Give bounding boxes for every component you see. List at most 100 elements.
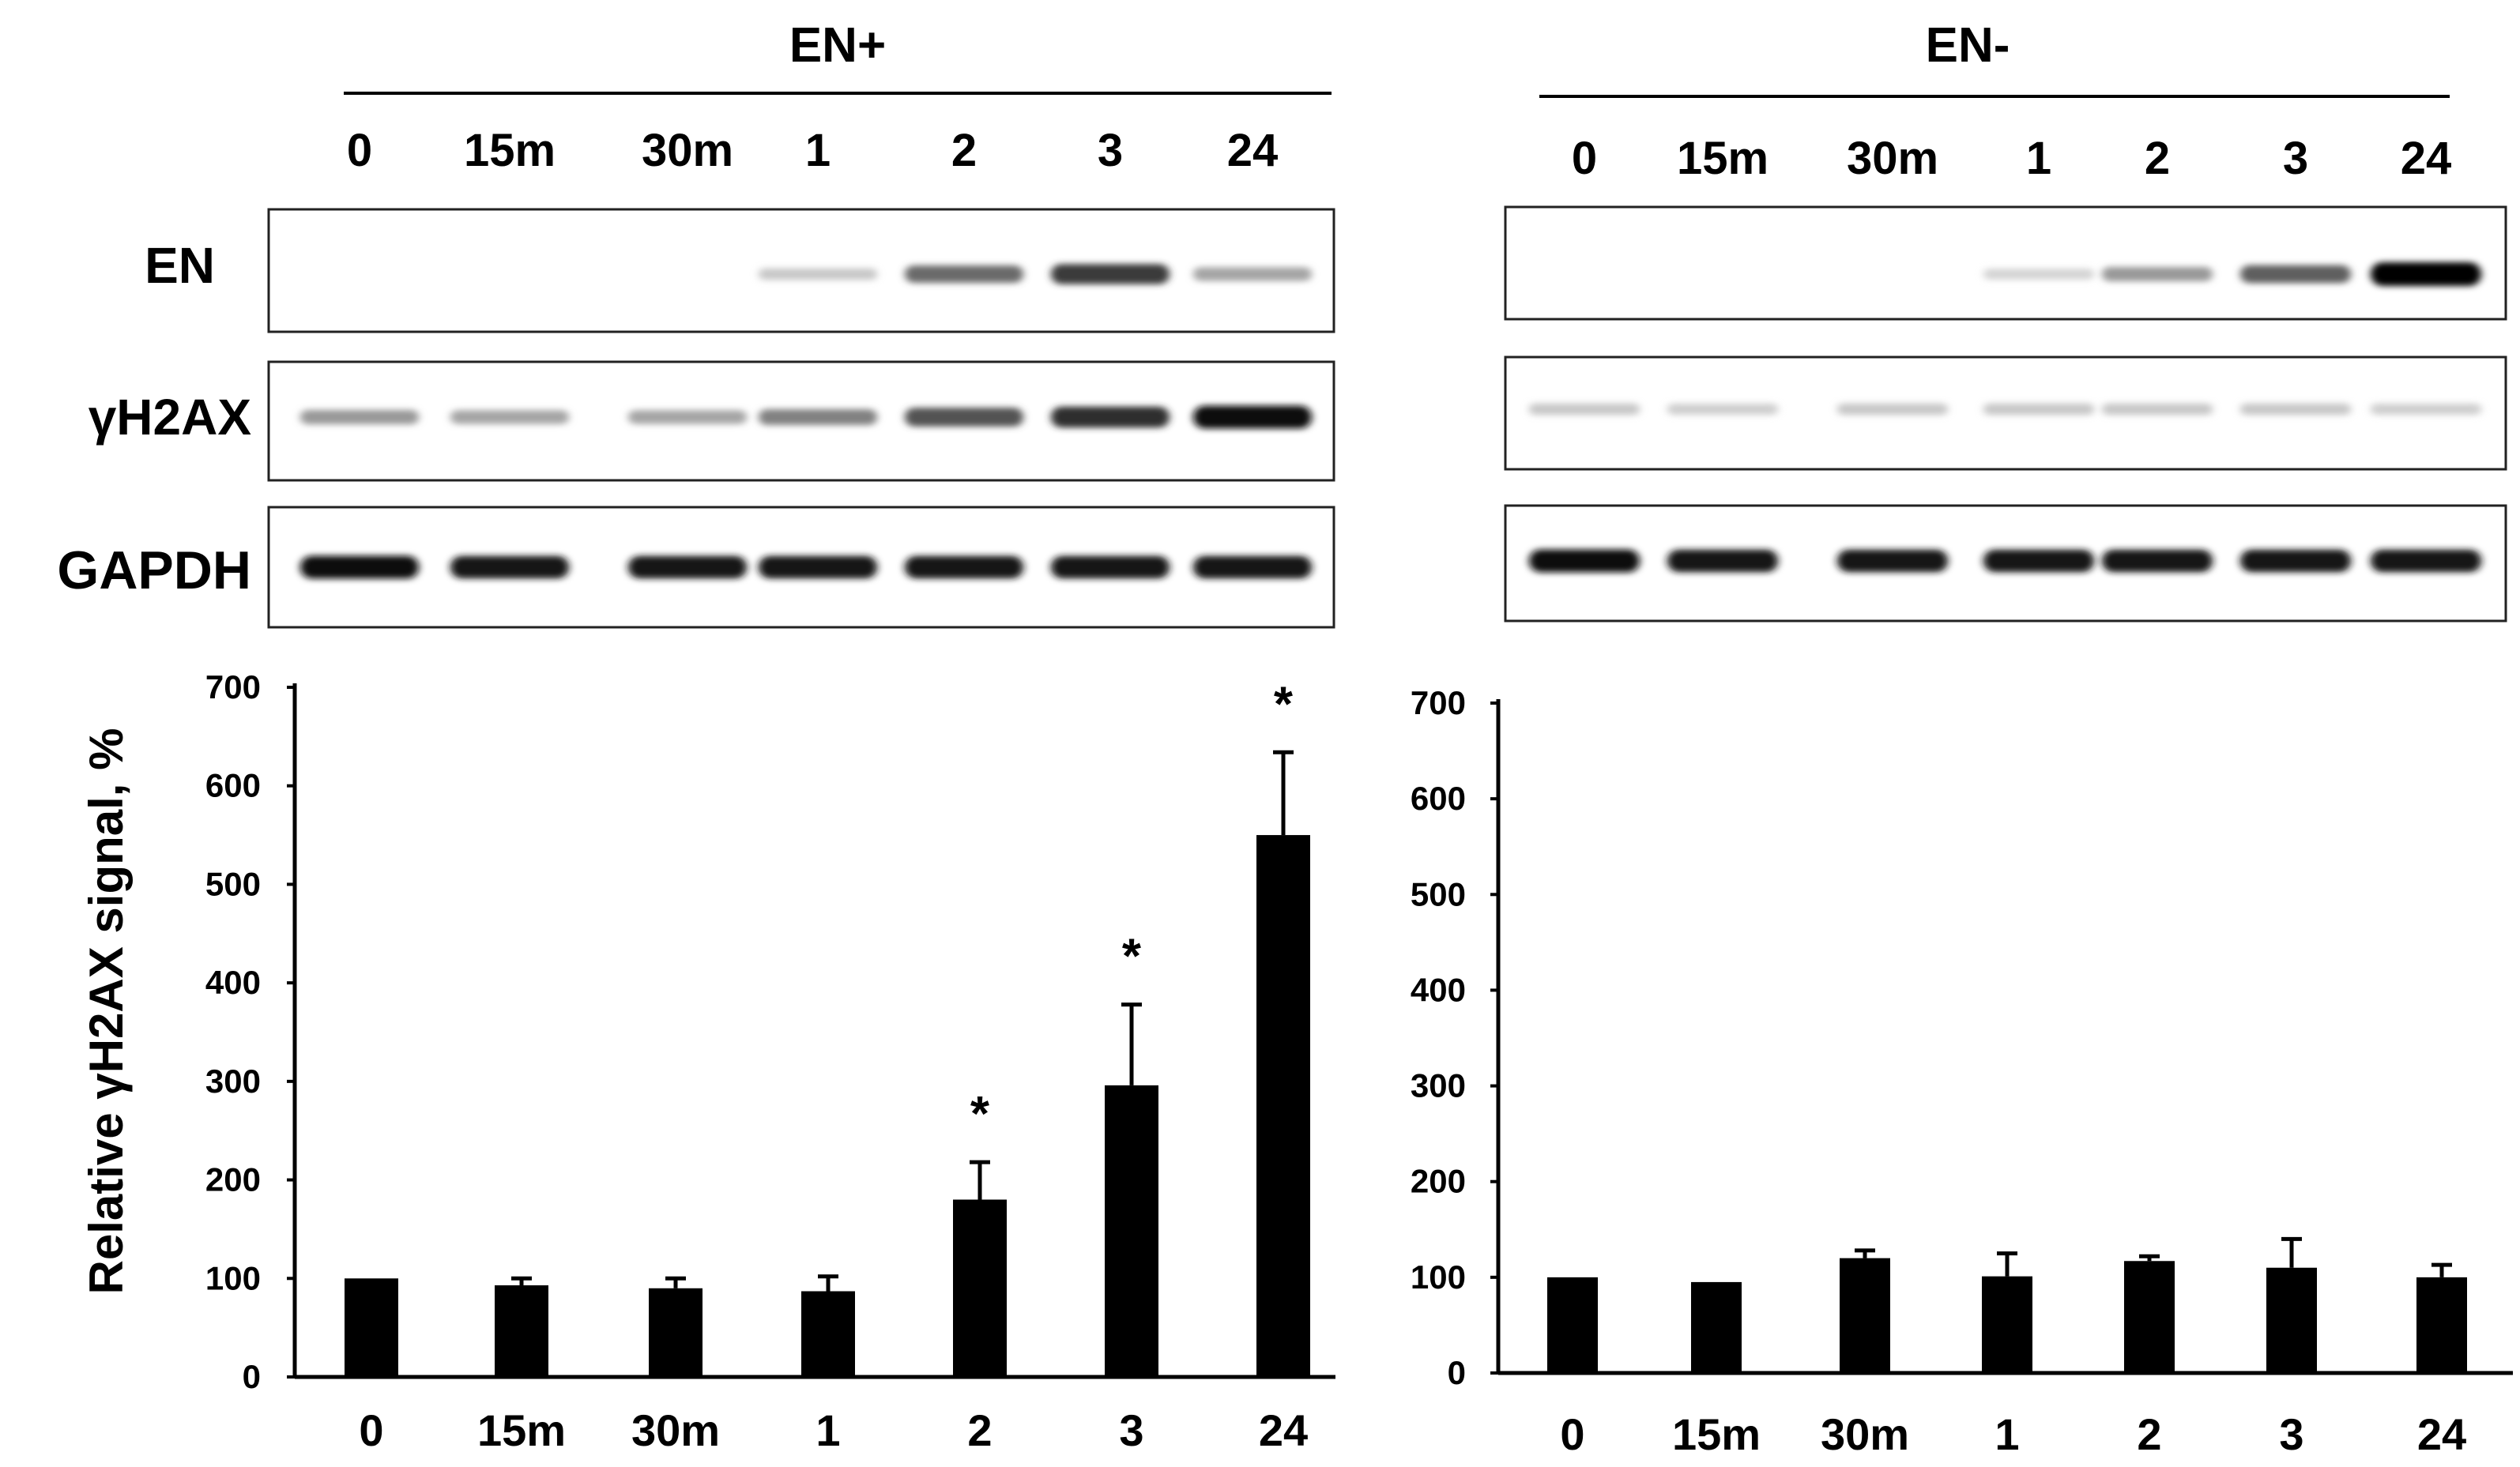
blot-strip-en	[1504, 205, 2507, 321]
y-tick-label: 100	[205, 1259, 261, 1296]
blot-band	[1983, 269, 2094, 280]
bar	[953, 1199, 1007, 1377]
lane-label: 3	[2283, 133, 2308, 184]
y-tick-label: 0	[243, 1358, 261, 1395]
blot-band	[628, 555, 747, 579]
blot-frame	[1504, 205, 2507, 321]
lane-label: 15m	[1677, 133, 1769, 184]
blot-band	[300, 409, 419, 425]
bar	[1691, 1281, 1742, 1373]
lane-label: 15m	[464, 125, 556, 176]
blot-band	[2371, 262, 2481, 286]
blot-band	[628, 410, 747, 424]
blot-band	[1529, 549, 1640, 573]
y-tick-label: 400	[205, 964, 261, 1001]
y-axis-title: Relative γH2AX signal, %	[80, 728, 133, 1295]
blot-band	[2102, 266, 2213, 282]
blot-band	[905, 555, 1023, 579]
blot-band	[2240, 549, 2351, 573]
lane-label: 1	[2026, 133, 2051, 184]
x-tick-label: 2	[2137, 1409, 2161, 1459]
bar	[2266, 1267, 2317, 1373]
x-tick-label: 0	[1560, 1409, 1584, 1459]
blot-label: γH2AX	[89, 389, 252, 446]
blot-band	[759, 555, 877, 579]
y-tick-label: 200	[205, 1161, 261, 1198]
y-tick-label: 200	[1411, 1163, 1466, 1200]
bar	[1982, 1276, 2032, 1373]
blot-band	[1667, 403, 1778, 416]
blot-band	[2371, 549, 2481, 573]
lane-label: 2	[951, 125, 977, 176]
x-tick-label: 1	[1995, 1409, 2019, 1459]
y-tick-label: 300	[1411, 1067, 1466, 1104]
y-tick-label: 500	[1411, 875, 1466, 912]
lane-label: 0	[347, 125, 372, 176]
bar	[1256, 835, 1310, 1377]
lane-label: 1	[805, 125, 831, 176]
x-tick-label: 3	[2279, 1409, 2303, 1459]
bar	[495, 1285, 548, 1377]
y-tick-label: 700	[1411, 684, 1466, 721]
y-tick-label: 600	[1411, 780, 1466, 817]
blot-panel-en-minus: EN- 0 15m 30m 1 2 3 24	[1504, 18, 2507, 623]
x-tick-label: 1	[816, 1405, 840, 1455]
blot-band	[2371, 403, 2481, 416]
blot-label: EN	[145, 237, 215, 294]
blot-strip-gh2ax	[1504, 355, 2507, 471]
blot-band	[1529, 403, 1640, 416]
blot-strip-gapdh	[1504, 504, 2507, 623]
blot-band	[759, 408, 877, 426]
lane-label: 0	[1572, 133, 1597, 184]
bar	[2124, 1261, 2175, 1373]
x-tick-label: 30m	[631, 1405, 720, 1455]
blot-band	[2102, 549, 2213, 573]
blot-band	[759, 268, 877, 280]
blot-band	[1983, 403, 2094, 416]
group-label: EN+	[789, 18, 886, 73]
blot-band	[1837, 549, 1948, 573]
bar	[1547, 1277, 1598, 1373]
bar	[1840, 1258, 1890, 1373]
blot-band	[905, 265, 1023, 283]
bar-chart-en-minus: 0 100 200 300 400 500 600 700 0 15m 30m 1 2 3 24	[1411, 684, 2513, 1459]
blot-label: GAPDH	[57, 540, 251, 600]
x-tick-label: 24	[2417, 1409, 2466, 1459]
significance-marker: *	[1122, 930, 1142, 984]
significance-marker: *	[1274, 677, 1294, 732]
x-tick-label: 24	[1259, 1405, 1308, 1455]
blot-band	[1051, 555, 1170, 579]
blot-band	[1837, 403, 1948, 416]
y-tick-label: 400	[1411, 971, 1466, 1008]
x-tick-label: 0	[359, 1405, 383, 1455]
blot-band	[1051, 406, 1170, 428]
y-tick-label: 0	[1448, 1354, 1466, 1391]
blot-band	[450, 555, 569, 579]
bar	[2416, 1277, 2467, 1373]
y-tick-label: 100	[1411, 1258, 1466, 1296]
y-tick-label: 700	[205, 668, 261, 705]
lane-label: 30m	[642, 125, 733, 176]
blot-strip-en: EN	[145, 208, 1335, 333]
bar	[801, 1291, 855, 1377]
lane-label: 30m	[1847, 133, 1938, 184]
blot-band	[1983, 549, 2094, 573]
y-tick-label: 600	[205, 767, 261, 804]
lane-labels: 0 15m 30m 1 2 3 24	[347, 125, 1278, 176]
bar-chart-en-plus: Relative γH2AX signal, % 0 100 200 300 400 50…	[80, 668, 1335, 1455]
blot-strip-gapdh: GAPDH	[57, 506, 1335, 629]
bar	[649, 1288, 703, 1377]
group-label: EN-	[1926, 18, 2010, 73]
blot-band	[2240, 265, 2351, 284]
blot-band	[905, 408, 1023, 427]
lane-label: 24	[1227, 125, 1279, 176]
lane-label: 2	[2145, 133, 2170, 184]
lane-label: 24	[2401, 133, 2452, 184]
lane-label: 3	[1098, 125, 1123, 176]
lane-labels: 0 15m 30m 1 2 3 24	[1572, 133, 2451, 184]
x-tick-label: 2	[967, 1405, 992, 1455]
blot-band	[1193, 267, 1312, 281]
x-tick-label: 15m	[477, 1405, 566, 1455]
blot-band	[1051, 264, 1170, 284]
